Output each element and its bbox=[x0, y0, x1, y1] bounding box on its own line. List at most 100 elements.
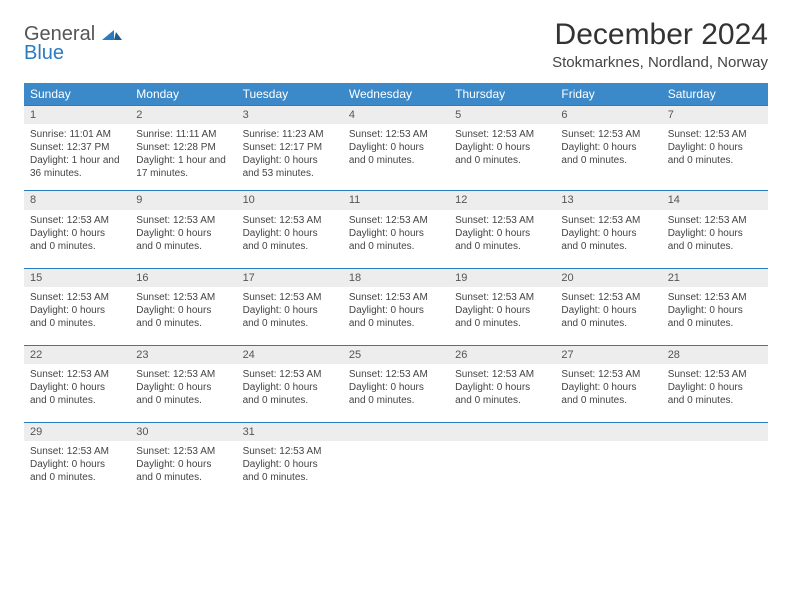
day-line: Daylight: 0 hours and 0 minutes. bbox=[455, 141, 549, 167]
calendar-cell: 1Sunrise: 11:01 AMSunset: 12:37 PMDaylig… bbox=[24, 105, 130, 190]
day-line: Daylight: 0 hours and 0 minutes. bbox=[30, 381, 124, 407]
day-number: 28 bbox=[662, 345, 768, 364]
day-body: Sunrise: 11:23 AMSunset: 12:17 PMDayligh… bbox=[237, 124, 343, 190]
day-number: 13 bbox=[555, 190, 661, 209]
calendar-cell: 10Sunset: 12:53 AMDaylight: 0 hours and … bbox=[237, 190, 343, 267]
calendar-cell: 28Sunset: 12:53 AMDaylight: 0 hours and … bbox=[662, 345, 768, 422]
day-body: Sunset: 12:53 AMDaylight: 0 hours and 0 … bbox=[343, 124, 449, 182]
day-line: Sunset: 12:53 AM bbox=[455, 128, 549, 141]
day-line: Daylight: 0 hours and 53 minutes. bbox=[243, 154, 337, 180]
day-line: Sunset: 12:53 AM bbox=[455, 291, 549, 304]
calendar-row: 15Sunset: 12:53 AMDaylight: 0 hours and … bbox=[24, 268, 768, 345]
calendar-cell: 24Sunset: 12:53 AMDaylight: 0 hours and … bbox=[237, 345, 343, 422]
calendar-cell: 26Sunset: 12:53 AMDaylight: 0 hours and … bbox=[449, 345, 555, 422]
day-number: 12 bbox=[449, 190, 555, 209]
day-line: Sunset: 12:53 AM bbox=[561, 128, 655, 141]
day-body: Sunset: 12:53 AMDaylight: 0 hours and 0 … bbox=[24, 441, 130, 499]
day-line: Daylight: 0 hours and 0 minutes. bbox=[30, 458, 124, 484]
day-number: 2 bbox=[130, 105, 236, 124]
logo: General Blue bbox=[24, 18, 122, 63]
day-line: Sunset: 12:53 AM bbox=[668, 128, 762, 141]
day-line: Daylight: 0 hours and 0 minutes. bbox=[349, 227, 443, 253]
day-body: Sunset: 12:53 AMDaylight: 0 hours and 0 … bbox=[662, 124, 768, 182]
day-header: Monday bbox=[130, 83, 236, 105]
calendar-cell: 19Sunset: 12:53 AMDaylight: 0 hours and … bbox=[449, 268, 555, 345]
calendar-cell: 22Sunset: 12:53 AMDaylight: 0 hours and … bbox=[24, 345, 130, 422]
day-body: Sunset: 12:53 AMDaylight: 0 hours and 0 … bbox=[343, 287, 449, 345]
day-body: Sunset: 12:53 AMDaylight: 0 hours and 0 … bbox=[237, 287, 343, 345]
day-line: Daylight: 0 hours and 0 minutes. bbox=[455, 381, 549, 407]
logo-mark-icon bbox=[102, 26, 122, 45]
title-block: December 2024 Stokmarknes, Nordland, Nor… bbox=[552, 18, 768, 71]
calendar-row: 1Sunrise: 11:01 AMSunset: 12:37 PMDaylig… bbox=[24, 105, 768, 190]
day-line: Sunset: 12:53 AM bbox=[668, 368, 762, 381]
day-line: Sunset: 12:53 AM bbox=[136, 291, 230, 304]
day-number: 26 bbox=[449, 345, 555, 364]
day-line: Sunset: 12:53 AM bbox=[561, 368, 655, 381]
day-line: Sunset: 12:53 AM bbox=[243, 445, 337, 458]
day-number: 21 bbox=[662, 268, 768, 287]
day-number bbox=[555, 422, 661, 441]
day-line: Sunset: 12:53 AM bbox=[136, 368, 230, 381]
calendar-cell: 8Sunset: 12:53 AMDaylight: 0 hours and 0… bbox=[24, 190, 130, 267]
day-number: 23 bbox=[130, 345, 236, 364]
calendar-cell: 30Sunset: 12:53 AMDaylight: 0 hours and … bbox=[130, 422, 236, 499]
header: General Blue December 2024 Stokmarknes, … bbox=[24, 18, 768, 71]
day-number: 18 bbox=[343, 268, 449, 287]
day-line: Daylight: 0 hours and 0 minutes. bbox=[136, 381, 230, 407]
day-line: Sunset: 12:53 AM bbox=[30, 445, 124, 458]
day-line: Daylight: 0 hours and 0 minutes. bbox=[243, 381, 337, 407]
day-body: Sunset: 12:53 AMDaylight: 0 hours and 0 … bbox=[237, 441, 343, 499]
day-number: 11 bbox=[343, 190, 449, 209]
day-number: 31 bbox=[237, 422, 343, 441]
day-line: Daylight: 0 hours and 0 minutes. bbox=[349, 381, 443, 407]
day-body: Sunset: 12:53 AMDaylight: 0 hours and 0 … bbox=[24, 287, 130, 345]
day-number bbox=[343, 422, 449, 441]
calendar-cell: 11Sunset: 12:53 AMDaylight: 0 hours and … bbox=[343, 190, 449, 267]
day-header: Friday bbox=[555, 83, 661, 105]
calendar-cell: 4Sunset: 12:53 AMDaylight: 0 hours and 0… bbox=[343, 105, 449, 190]
calendar-cell: 3Sunrise: 11:23 AMSunset: 12:17 PMDaylig… bbox=[237, 105, 343, 190]
day-line: Sunset: 12:28 PM bbox=[136, 141, 230, 154]
calendar-cell: 15Sunset: 12:53 AMDaylight: 0 hours and … bbox=[24, 268, 130, 345]
day-body bbox=[662, 441, 768, 499]
calendar-cell bbox=[662, 422, 768, 499]
calendar-cell bbox=[555, 422, 661, 499]
day-header: Saturday bbox=[662, 83, 768, 105]
day-number: 25 bbox=[343, 345, 449, 364]
day-body: Sunset: 12:53 AMDaylight: 0 hours and 0 … bbox=[237, 364, 343, 422]
day-number: 15 bbox=[24, 268, 130, 287]
calendar-table: SundayMondayTuesdayWednesdayThursdayFrid… bbox=[24, 83, 768, 499]
day-header: Thursday bbox=[449, 83, 555, 105]
calendar-cell: 6Sunset: 12:53 AMDaylight: 0 hours and 0… bbox=[555, 105, 661, 190]
day-number: 10 bbox=[237, 190, 343, 209]
day-number bbox=[449, 422, 555, 441]
day-line: Daylight: 0 hours and 0 minutes. bbox=[349, 304, 443, 330]
day-number: 7 bbox=[662, 105, 768, 124]
calendar-cell: 13Sunset: 12:53 AMDaylight: 0 hours and … bbox=[555, 190, 661, 267]
day-line: Sunset: 12:53 AM bbox=[349, 128, 443, 141]
calendar-cell: 27Sunset: 12:53 AMDaylight: 0 hours and … bbox=[555, 345, 661, 422]
calendar-row: 8Sunset: 12:53 AMDaylight: 0 hours and 0… bbox=[24, 190, 768, 267]
day-body: Sunrise: 11:11 AMSunset: 12:28 PMDayligh… bbox=[130, 124, 236, 190]
day-line: Sunset: 12:53 AM bbox=[561, 214, 655, 227]
day-number: 5 bbox=[449, 105, 555, 124]
calendar-cell: 17Sunset: 12:53 AMDaylight: 0 hours and … bbox=[237, 268, 343, 345]
day-line: Sunset: 12:53 AM bbox=[136, 214, 230, 227]
day-line: Daylight: 0 hours and 0 minutes. bbox=[243, 458, 337, 484]
day-line: Daylight: 0 hours and 0 minutes. bbox=[668, 304, 762, 330]
day-line: Sunset: 12:53 AM bbox=[349, 368, 443, 381]
day-line: Daylight: 0 hours and 0 minutes. bbox=[455, 304, 549, 330]
day-header: Sunday bbox=[24, 83, 130, 105]
day-body: Sunset: 12:53 AMDaylight: 0 hours and 0 … bbox=[237, 210, 343, 268]
day-body bbox=[449, 441, 555, 499]
day-body: Sunset: 12:53 AMDaylight: 0 hours and 0 … bbox=[24, 210, 130, 268]
day-line: Sunset: 12:53 AM bbox=[30, 214, 124, 227]
day-line: Sunset: 12:53 AM bbox=[30, 291, 124, 304]
day-line: Daylight: 0 hours and 0 minutes. bbox=[668, 227, 762, 253]
day-body bbox=[343, 441, 449, 499]
day-line: Daylight: 0 hours and 0 minutes. bbox=[136, 227, 230, 253]
day-header: Tuesday bbox=[237, 83, 343, 105]
calendar-row: 29Sunset: 12:53 AMDaylight: 0 hours and … bbox=[24, 422, 768, 499]
day-number: 9 bbox=[130, 190, 236, 209]
